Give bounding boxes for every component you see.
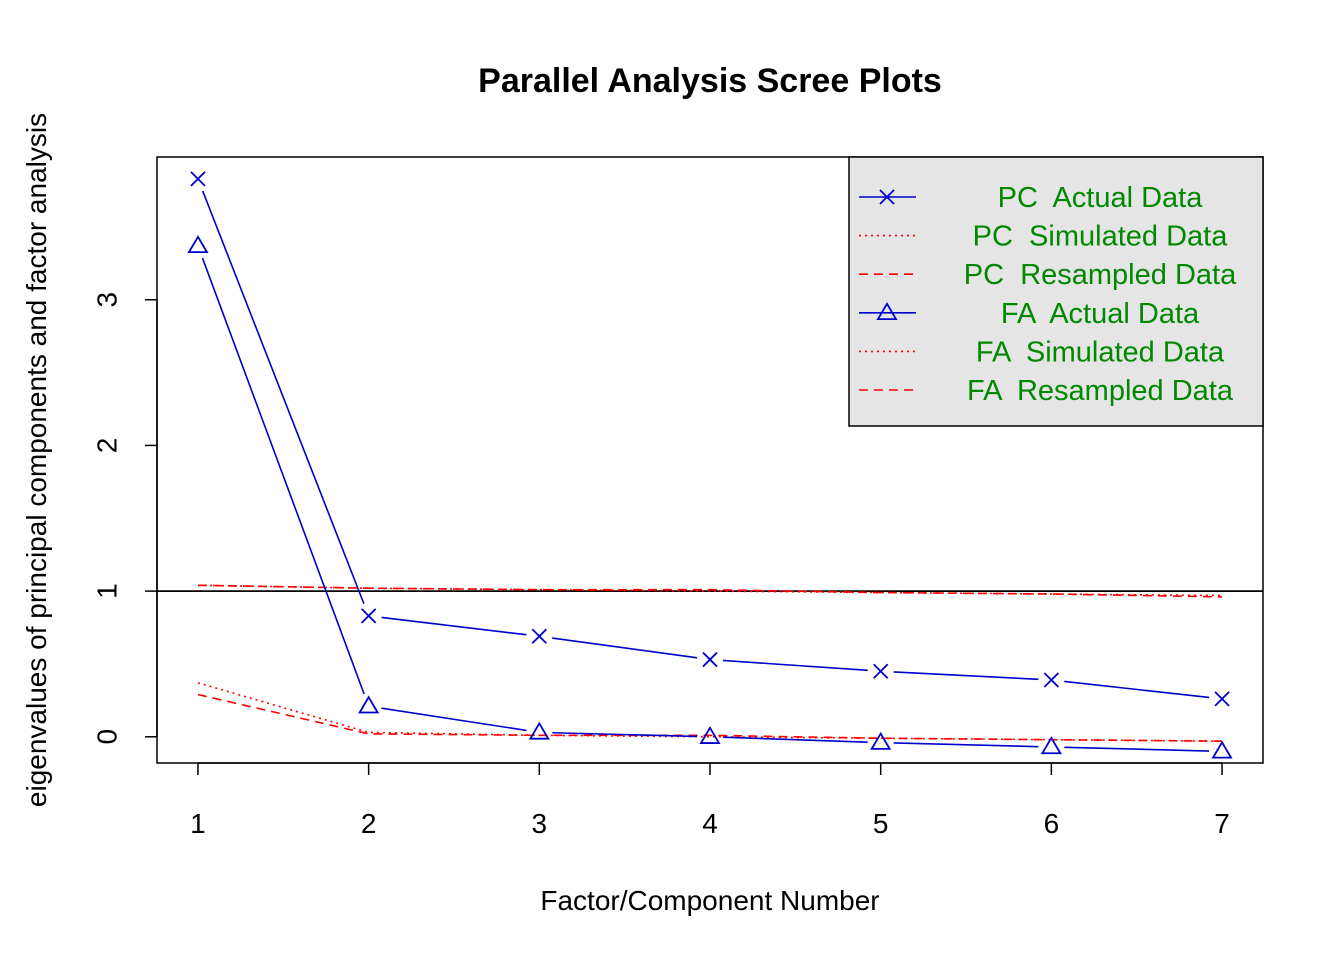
- axes: 1 2 3 4 5 6 7 0 1 2 3: [92, 292, 1230, 839]
- legend: PC Actual Data PC Simulated Data PC Resamp…: [848, 156, 1264, 427]
- x-tick-label-3: 3: [532, 808, 548, 839]
- series-1: [197, 584, 1223, 597]
- series-2-line: [197, 584, 1223, 598]
- legend-box: [848, 156, 1264, 427]
- series-0-segment-3: [722, 659, 868, 672]
- legend-marker-0: [879, 189, 895, 205]
- series-0-segment-0: [201, 190, 365, 605]
- series-0-point-2: [531, 628, 547, 644]
- series-0-segment-1: [381, 616, 527, 636]
- x-tick-label-4: 4: [702, 808, 718, 839]
- series-3-segment-5: [1064, 746, 1210, 752]
- x-tick-label-7: 7: [1214, 808, 1230, 839]
- legend-item-4: FA Simulated Data: [859, 336, 1225, 368]
- series-3-point-1: [358, 695, 380, 714]
- series-3-point-5: [1040, 736, 1062, 755]
- legend-item-3: FA Actual Data: [859, 298, 1200, 330]
- y-tick-label-3: 3: [92, 292, 123, 308]
- series-2: [197, 584, 1223, 598]
- series-4-line: [197, 682, 1223, 742]
- legend-item-0: PC Actual Data: [859, 182, 1203, 214]
- series-4: [197, 682, 1223, 742]
- legend-item-5: FA Resampled Data: [859, 375, 1234, 407]
- series-3-point-0: [187, 235, 209, 254]
- series-3-point-3: [699, 726, 721, 744]
- series-3-segment-1: [381, 707, 527, 732]
- y-tick-label-1: 1: [92, 583, 123, 599]
- series-0-point-1: [361, 608, 377, 624]
- series-0-segment-4: [893, 671, 1039, 681]
- legend-marker-3: [876, 302, 898, 320]
- x-axis-label: Factor/Component Number: [540, 885, 879, 916]
- x-tick-label-1: 1: [190, 808, 206, 839]
- legend-label-1: PC Simulated Data: [973, 221, 1229, 253]
- series-0-point-6: [1214, 691, 1230, 707]
- x-tick-label-6: 6: [1044, 808, 1060, 839]
- plot-area: [157, 171, 1263, 759]
- y-tick-label-0: 0: [92, 729, 123, 745]
- series-0-segment-2: [552, 637, 698, 659]
- legend-label-5: FA Resampled Data: [967, 375, 1234, 407]
- legend-label-3: FA Actual Data: [1001, 298, 1200, 330]
- series-3-segment-0: [201, 257, 365, 695]
- legend-item-2: PC Resampled Data: [859, 259, 1237, 291]
- legend-label-4: FA Simulated Data: [976, 336, 1225, 368]
- series-3-segment-4: [893, 742, 1039, 748]
- y-axis-label: eigenvalues of principal components and …: [21, 113, 52, 807]
- series-0-point-4: [873, 663, 889, 679]
- series-0: [190, 171, 1230, 707]
- series-3-segment-3: [722, 736, 868, 743]
- series-3-point-6: [1211, 740, 1233, 759]
- series-3: [187, 235, 1233, 759]
- series-3-segment-2: [552, 731, 698, 738]
- series-5: [197, 693, 1223, 742]
- legend-label-0: PC Actual Data: [998, 182, 1204, 214]
- x-tick-label-2: 2: [361, 808, 377, 839]
- x-tick-label-5: 5: [873, 808, 889, 839]
- chart-title: Parallel Analysis Scree Plots: [478, 62, 942, 100]
- series-5-line: [197, 693, 1223, 742]
- legend-item-1: PC Simulated Data: [859, 221, 1228, 253]
- series-3-point-4: [870, 731, 892, 750]
- legend-label-2: PC Resampled Data: [964, 259, 1237, 291]
- series-0-point-3: [702, 651, 718, 668]
- series-1-line: [197, 584, 1223, 597]
- series-3-point-2: [528, 721, 550, 740]
- series-0-segment-5: [1064, 680, 1210, 699]
- series-0-point-5: [1043, 672, 1059, 688]
- series-0-point-0: [190, 171, 206, 187]
- y-tick-label-2: 2: [92, 438, 123, 454]
